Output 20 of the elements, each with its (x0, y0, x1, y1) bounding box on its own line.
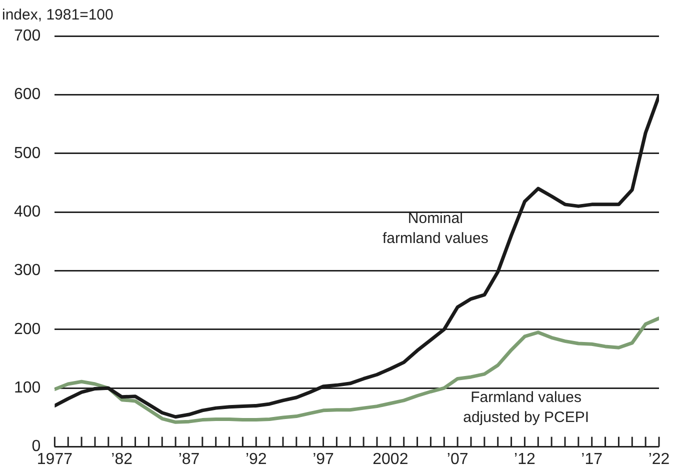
series-label: Farmland values adjusted by PCEPI (463, 388, 590, 426)
y-tick-label: 100 (14, 380, 41, 397)
x-tick-label: ’82 (111, 450, 133, 468)
series-label: Nominal farmland values (382, 210, 488, 248)
x-tick-label: ’97 (312, 450, 334, 468)
x-tick-label: ’17 (581, 450, 603, 468)
x-tick-label: ’12 (514, 450, 536, 468)
y-tick-label: 400 (14, 203, 41, 220)
y-tick-label: 200 (14, 320, 41, 338)
x-tick-label: ’92 (245, 450, 267, 468)
y-tick-label: 500 (14, 144, 41, 162)
x-tick-label: 2002 (372, 450, 408, 468)
x-tick-label: ’87 (178, 450, 200, 468)
y-tick-label: 600 (14, 86, 41, 104)
x-tick-label: ’07 (446, 450, 468, 468)
y-tick-label: 700 (14, 27, 41, 44)
y-axis-title: index, 1981=100 (2, 6, 114, 24)
y-tick-label: 300 (14, 262, 41, 280)
x-tick-label: 1977 (36, 450, 73, 468)
x-tick-label: ’22 (648, 450, 670, 468)
